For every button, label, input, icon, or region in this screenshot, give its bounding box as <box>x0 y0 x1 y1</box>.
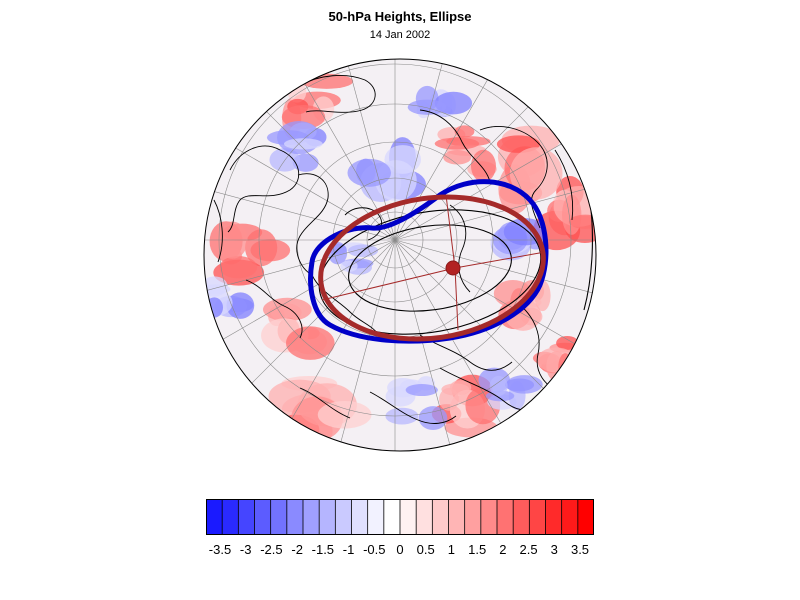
colorbar-tick-label: -0.5 <box>363 542 386 557</box>
colorbar-tick-label: 0 <box>396 542 404 557</box>
negative-anomaly-patch <box>226 292 255 319</box>
colorbar-swatch <box>206 499 224 535</box>
positive-anomaly-patch <box>562 194 582 235</box>
colorbar-tick-label: 0.5 <box>416 542 435 557</box>
meridian-line <box>394 59 526 241</box>
colorbar-swatch <box>415 499 434 535</box>
colorbar-swatch <box>254 499 272 535</box>
colorbar-tick-label: -3 <box>239 542 252 557</box>
meridian-line <box>394 59 463 241</box>
positive-anomaly-patch <box>298 65 329 80</box>
colorbar-tick-label: 3.5 <box>570 542 590 557</box>
colorbar-swatch <box>302 499 321 535</box>
map-title: 50-hPa Heights, Ellipse <box>328 9 472 24</box>
colorbar-swatch <box>318 499 337 535</box>
colorbar-swatch <box>577 499 594 535</box>
colorbar-swatch <box>480 499 498 535</box>
colorbar-swatch <box>399 499 418 535</box>
colorbar-tick-label: 1 <box>447 542 456 557</box>
negative-anomaly-patch <box>418 406 448 431</box>
negative-anomaly-patch <box>347 158 391 187</box>
colorbar-swatch <box>286 499 304 535</box>
positive-anomaly-patch <box>263 297 312 322</box>
colorbar-tick-label: -2.5 <box>260 542 283 557</box>
colorbar-swatch <box>561 499 579 535</box>
colorbar-tick-label: 3 <box>550 542 558 557</box>
positive-anomaly-patch <box>509 147 563 200</box>
meridian-line <box>327 59 396 241</box>
red-ellipse <box>318 194 546 342</box>
colorbar-tick-label: 2.5 <box>519 542 538 557</box>
colorbar-tick-label: 1.5 <box>468 542 487 557</box>
negative-anomaly-patch <box>489 375 508 397</box>
meridian-line <box>204 239 396 308</box>
colorbar <box>206 499 594 535</box>
positive-anomaly-patch <box>219 255 258 279</box>
positive-anomaly-patch <box>317 400 372 429</box>
colorbar-swatch <box>431 499 450 535</box>
colorbar-tick-label: 2 <box>499 542 507 557</box>
positive-anomaly-patch <box>434 137 480 150</box>
polar-map <box>203 58 597 452</box>
colorbar-tick-label: -1 <box>342 542 355 557</box>
colorbar-swatch <box>237 499 256 535</box>
negative-anomaly-patch <box>283 138 323 150</box>
meridian-line <box>394 172 596 241</box>
colorbar-tick-label: -2 <box>291 542 303 557</box>
meridian-line <box>264 59 396 241</box>
ellipse-lines <box>321 194 546 331</box>
colorbar-labels: -3.5 -3 -2.5 -2 -1.5 -1 -0.5 0 0.5 1 1.5 2 2.5 3 3.5 <box>0 542 800 562</box>
colorbar-swatch <box>383 499 401 535</box>
colorbar-swatch <box>448 499 466 535</box>
colorbar-tick-label: -1.5 <box>311 542 335 557</box>
positive-anomaly-patch <box>439 387 459 411</box>
colorbar-swatch <box>221 499 240 535</box>
negative-anomaly-patch <box>405 384 438 397</box>
colorbar-swatch <box>512 499 531 535</box>
negative-anomaly-patch <box>407 99 447 115</box>
positive-anomaly-patch <box>443 150 472 165</box>
map-subtitle: 14 Jan 2002 <box>369 29 431 41</box>
colorbar-swatch <box>464 499 482 535</box>
negative-anomaly-patch <box>506 375 543 394</box>
colorbar-swatch <box>367 499 385 535</box>
colorbar-tick-label: -3.5 <box>208 542 232 557</box>
negative-anomaly-patch <box>205 297 223 318</box>
blue-ellipse <box>308 179 549 344</box>
colorbar-swatch <box>528 499 547 535</box>
ellipse-center-marker <box>445 260 461 276</box>
positive-anomaly-patch <box>286 326 335 360</box>
colorbar-swatch <box>270 499 288 535</box>
positive-anomaly-patch <box>536 347 576 373</box>
colorbar-swatch <box>334 499 353 535</box>
colorbar-swatch <box>496 499 515 535</box>
colorbar-swatch <box>351 499 369 535</box>
negative-anomaly-patch <box>204 284 231 295</box>
positive-anomaly-patch <box>470 149 496 183</box>
meridian-line <box>394 239 596 308</box>
colorbar-swatch <box>545 499 563 535</box>
positive-anomaly-patch <box>568 214 596 229</box>
globe-outline <box>203 58 597 452</box>
coastlines <box>213 75 574 424</box>
